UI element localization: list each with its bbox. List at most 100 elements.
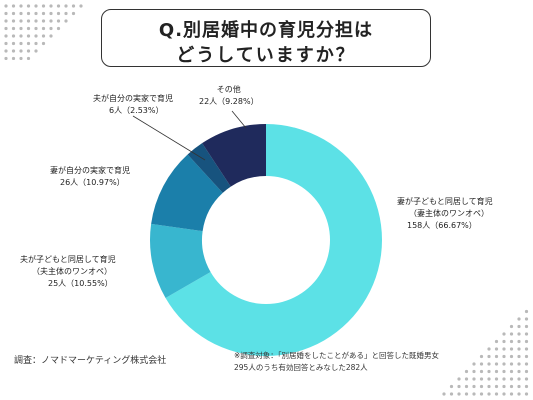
decor-dot (11, 11, 16, 16)
decor-dot (64, 4, 68, 8)
decor-dot (517, 369, 521, 374)
dot-pattern-top-left (4, 4, 83, 60)
decor-dot (502, 339, 506, 344)
decor-dot (34, 34, 38, 38)
title-card: Q.別居婚中の育児分担は どうしていますか？ (101, 9, 431, 67)
decor-dot (71, 11, 76, 16)
survey-note: ※調査対象：「別居婚をしたことがある」と回答した既婚男女 295人のうち有効回答… (234, 350, 439, 374)
decor-dot (449, 384, 454, 389)
decor-dot (479, 392, 484, 396)
decor-dot (479, 362, 484, 366)
decor-dot (56, 19, 61, 23)
decor-dot (41, 4, 46, 8)
decor-dot (464, 369, 469, 374)
decor-dot (509, 339, 514, 344)
decor-dot (464, 392, 469, 396)
decor-dot (19, 41, 23, 46)
decor-dot (34, 41, 38, 46)
decor-dot (34, 19, 38, 23)
label-line: その他 (216, 85, 241, 94)
decor-dot (41, 26, 46, 31)
decor-dot (4, 49, 8, 53)
decor-dot (11, 56, 16, 60)
decor-dot (524, 317, 529, 321)
decor-dot (457, 377, 461, 381)
decor-dot (457, 384, 461, 389)
decor-dot (494, 392, 499, 396)
decor-dot (524, 384, 529, 389)
decor-dot (517, 377, 521, 381)
decor-dot (487, 369, 491, 374)
decor-dot (64, 11, 68, 16)
decor-dot (41, 19, 46, 23)
decor-dot (524, 347, 529, 351)
decor-dot (34, 4, 38, 8)
decor-dot (34, 11, 38, 16)
label-value: 25人（10.55%） (48, 279, 113, 288)
decor-dot (11, 4, 16, 8)
dot-pattern-bottom-right (442, 309, 529, 396)
slice-label-other: その他 22人（9.28%） (199, 84, 259, 108)
decor-dot (4, 19, 8, 23)
decor-dot (64, 19, 68, 23)
decor-dot (509, 332, 514, 336)
label-line: 妻が子どもと同居して育児 (397, 197, 493, 206)
decor-dot (11, 34, 16, 38)
decor-dot (71, 4, 76, 8)
decor-dot (449, 392, 454, 396)
decor-dot (4, 11, 8, 16)
decor-dot (502, 384, 506, 389)
decor-dot (494, 377, 499, 381)
decor-dot (517, 354, 521, 359)
decor-dot (56, 11, 61, 16)
decor-dot (502, 332, 506, 336)
decor-dot (472, 369, 476, 374)
decor-dot (524, 369, 529, 374)
decor-dot (26, 19, 31, 23)
decor-dot (517, 392, 521, 396)
decor-dot (41, 34, 46, 38)
label-value: 22人（9.28%） (199, 97, 259, 106)
donut-slice-1 (150, 223, 211, 298)
decor-dot (524, 339, 529, 344)
decor-dot (4, 41, 8, 46)
decor-dot (509, 392, 514, 396)
decor-dot (457, 392, 461, 396)
survey-note-line-1: ※調査対象：「別居婚をしたことがある」と回答した既婚男女 (234, 351, 440, 360)
decor-dot (11, 19, 16, 23)
leader-line-0 (132, 115, 206, 161)
decor-dot (472, 362, 476, 366)
decor-dot (56, 4, 61, 8)
decor-dot (524, 332, 529, 336)
decor-dot (472, 384, 476, 389)
decor-dot (11, 41, 16, 46)
decor-dot (517, 384, 521, 389)
decor-dot (34, 49, 38, 53)
decor-dot (49, 19, 53, 23)
decor-dot (487, 362, 491, 366)
decor-dot (494, 347, 499, 351)
label-line: （妻主体のワンオペ） (409, 209, 489, 218)
decor-dot (517, 332, 521, 336)
decor-dot (19, 26, 23, 31)
decor-dot (11, 49, 16, 53)
decor-dot (49, 26, 53, 31)
decor-dot (479, 354, 484, 359)
decor-dot (19, 56, 23, 60)
decor-dot (524, 392, 529, 396)
decor-dot (502, 362, 506, 366)
decor-dot (26, 41, 31, 46)
decor-dot (464, 377, 469, 381)
decor-dot (524, 362, 529, 366)
decor-dot (49, 11, 53, 16)
decor-dot (509, 347, 514, 351)
decor-dot (517, 339, 521, 344)
decor-dot (509, 377, 514, 381)
decor-dot (26, 34, 31, 38)
decor-dot (524, 309, 529, 314)
decor-dot (26, 26, 31, 31)
decor-dot (41, 11, 46, 16)
decor-dot (4, 34, 8, 38)
decor-dot (49, 4, 53, 8)
